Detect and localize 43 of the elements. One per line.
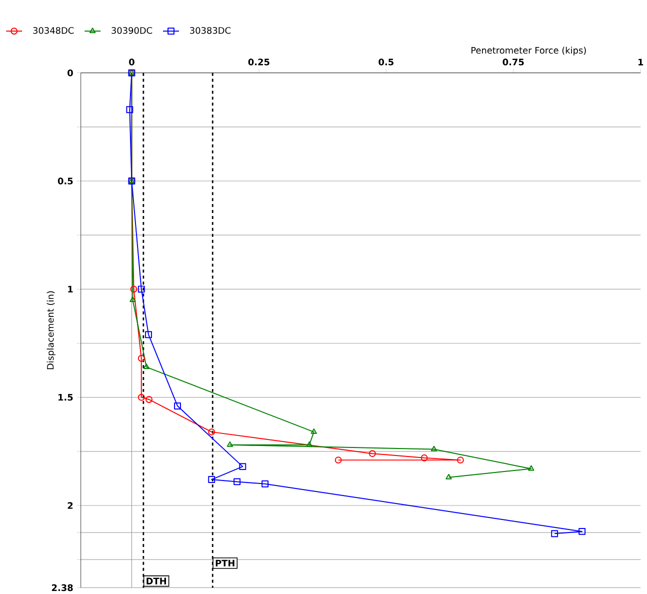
ref-line-label: DTH bbox=[146, 578, 166, 584]
point bbox=[130, 296, 136, 302]
point bbox=[578, 528, 586, 535]
point bbox=[551, 530, 558, 537]
x-tick-label: 0.75 bbox=[502, 58, 524, 66]
point bbox=[234, 478, 241, 485]
point bbox=[138, 394, 145, 401]
y-tick-label: 2.38 bbox=[52, 584, 73, 591]
point bbox=[146, 396, 152, 403]
point bbox=[306, 441, 312, 447]
point bbox=[138, 286, 145, 292]
point bbox=[456, 456, 464, 464]
legend-label: 30390DC bbox=[112, 26, 152, 34]
point bbox=[208, 428, 216, 436]
point bbox=[310, 428, 317, 434]
point bbox=[208, 476, 216, 483]
point bbox=[143, 363, 150, 369]
y-tick-label: 1 bbox=[68, 286, 73, 292]
y-axis-title: Displacement (in) bbox=[46, 291, 56, 369]
point bbox=[262, 480, 269, 488]
point bbox=[430, 446, 438, 452]
point bbox=[126, 106, 134, 113]
point bbox=[226, 441, 234, 447]
point bbox=[528, 465, 534, 471]
y-tick-label: 0.5 bbox=[58, 177, 73, 184]
ref-line-label: PTH bbox=[216, 560, 234, 566]
point bbox=[130, 286, 138, 292]
legend-label: 30348DC bbox=[33, 26, 74, 34]
y-tick-label: 1.5 bbox=[58, 394, 73, 400]
point bbox=[368, 450, 376, 457]
legend-label: 30383DC bbox=[190, 26, 231, 34]
point bbox=[145, 330, 152, 338]
point bbox=[239, 462, 246, 470]
point bbox=[174, 402, 181, 410]
y-tick-label: 0 bbox=[68, 69, 73, 76]
x-tick-label: 1 bbox=[638, 58, 644, 66]
x-tick-label: 0 bbox=[129, 58, 134, 66]
point bbox=[138, 354, 145, 362]
x-tick-label: 0.5 bbox=[378, 58, 394, 66]
x-tick-label: 0.25 bbox=[248, 58, 270, 66]
x-axis-title: Penetrometer Force (kips) bbox=[471, 46, 586, 56]
point bbox=[420, 454, 428, 462]
y-tick-label: 2 bbox=[68, 502, 73, 509]
